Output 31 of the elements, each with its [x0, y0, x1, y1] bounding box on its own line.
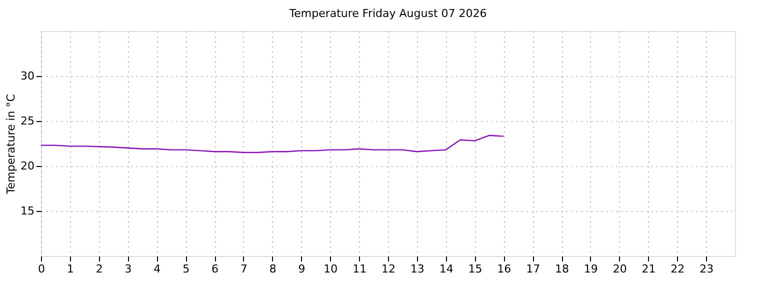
x-tick-label: 15	[468, 262, 482, 276]
x-tick-label: 14	[439, 262, 454, 276]
x-tick-label: 23	[700, 262, 714, 276]
x-tick-label: 21	[642, 262, 656, 276]
x-tick-label: 5	[182, 262, 190, 276]
y-tick-label: 15	[20, 204, 34, 218]
x-tick-label: 10	[324, 262, 338, 276]
x-tick-label: 19	[584, 262, 598, 276]
x-tick-label: 16	[497, 262, 512, 276]
x-tick-label: 6	[212, 262, 218, 276]
y-tick-label: 25	[20, 114, 34, 128]
x-tick-label: 22	[670, 262, 685, 276]
chart-title: Temperature Friday August 07 2026	[288, 7, 487, 20]
x-tick-label: 17	[526, 262, 540, 276]
x-tick-label: 20	[612, 262, 627, 276]
x-tick-label: 8	[269, 262, 276, 276]
x-tick-label: 3	[124, 262, 132, 276]
x-tick-label: 1	[66, 262, 74, 276]
x-tick-label: 4	[154, 262, 161, 276]
x-tick-label: 18	[555, 262, 569, 276]
x-tick-label: 9	[298, 262, 306, 276]
y-tick-label: 20	[20, 160, 34, 172]
x-tick-label: 11	[352, 262, 367, 276]
y-axis-title: Temperature in °C	[4, 94, 18, 195]
y-tick-label: 30	[20, 70, 34, 82]
x-tick-label: 12	[382, 262, 396, 276]
x-tick-label: 7	[240, 262, 248, 276]
line-series	[40, 134, 504, 154]
x-tick-label: 2	[96, 262, 103, 276]
x-tick-label: 0	[38, 262, 45, 276]
x-tick-label: 13	[410, 262, 424, 276]
